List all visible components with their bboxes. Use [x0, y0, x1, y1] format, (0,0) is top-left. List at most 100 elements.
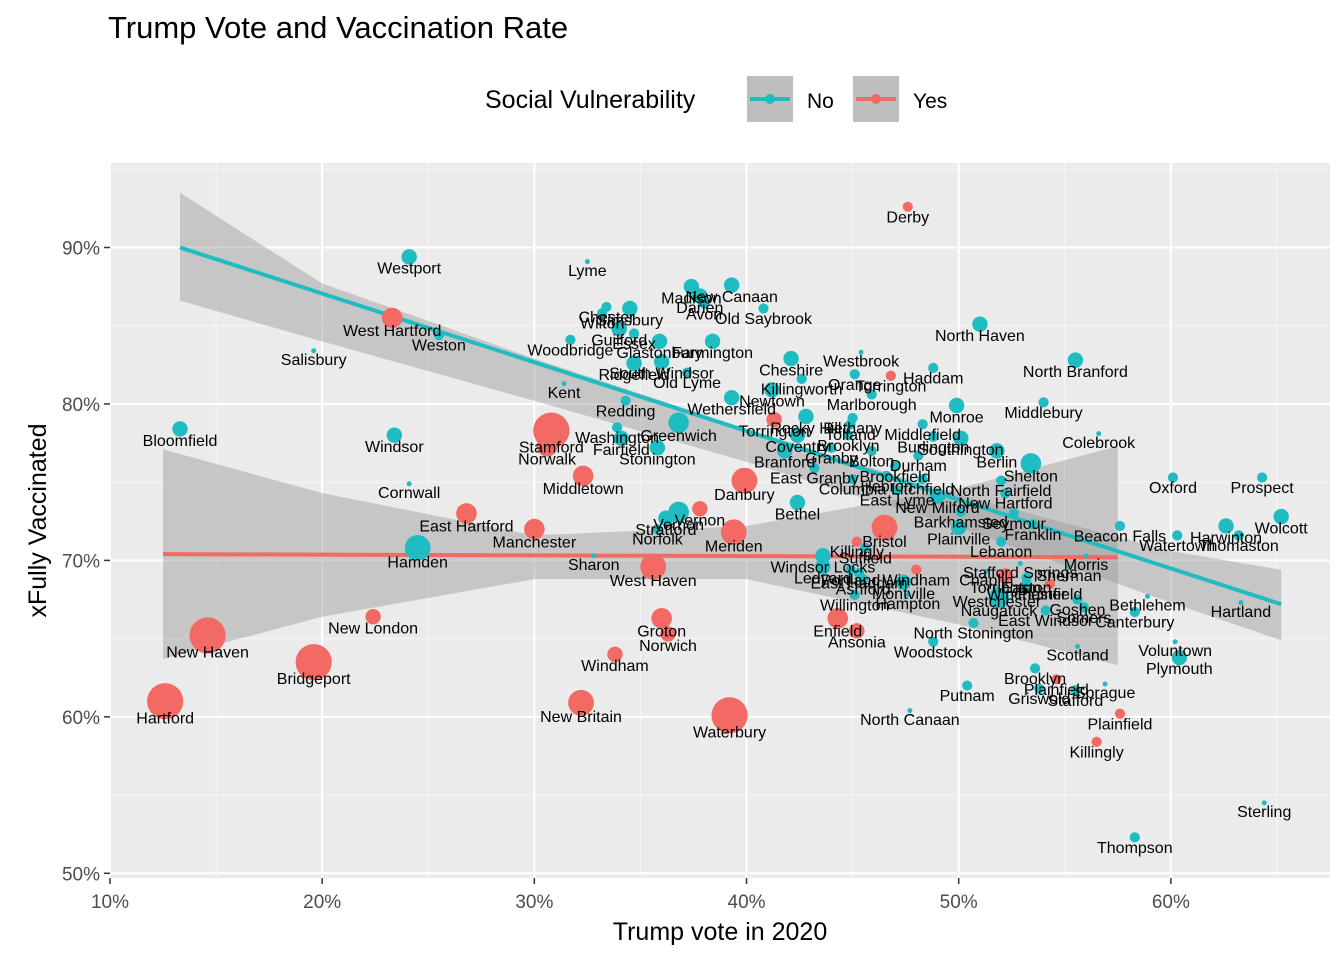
y-tick-label: 50%	[62, 864, 100, 885]
data-label: Bristol	[862, 534, 906, 551]
data-point	[147, 683, 184, 720]
data-label: Norwalk	[518, 451, 577, 468]
data-label: Bridgeport	[277, 671, 351, 688]
data-point	[626, 355, 642, 371]
data-point	[1261, 800, 1267, 806]
data-label: Windham	[581, 658, 649, 675]
data-label: Plainfield	[1017, 586, 1082, 603]
data-label: Avon	[686, 306, 722, 323]
data-label: Waterbury	[693, 724, 766, 741]
data-label: Plainfield	[1087, 716, 1152, 733]
data-point	[1129, 606, 1140, 618]
data-point	[905, 592, 911, 598]
data-label: Torrington	[970, 580, 1041, 597]
data-point	[565, 334, 576, 345]
data-label: Guilford	[591, 333, 647, 350]
panel-background	[110, 163, 1330, 878]
data-point	[860, 542, 871, 553]
data-point	[682, 367, 693, 378]
data-point	[622, 300, 638, 317]
data-point	[911, 564, 922, 575]
data-label: Cheshire	[759, 362, 823, 379]
data-label: West Hartford	[343, 323, 441, 340]
data-point	[668, 412, 689, 434]
data-point	[1070, 685, 1081, 696]
data-point	[953, 430, 969, 447]
data-point	[1218, 518, 1234, 534]
data-label: Plainfield	[1024, 682, 1089, 699]
data-label: East Haddam	[811, 575, 908, 592]
data-point	[892, 484, 903, 496]
data-label: Ledyard	[794, 571, 852, 588]
data-point	[611, 422, 623, 433]
data-point	[365, 609, 381, 625]
data-label: Brooklyn	[817, 438, 879, 455]
data-label: Tolland	[825, 427, 876, 444]
data-label: New Hartford	[958, 496, 1052, 513]
data-label: Meriden	[705, 539, 763, 556]
data-label: Darien	[676, 300, 723, 317]
data-label: Suffield	[839, 550, 892, 567]
data-point	[917, 473, 928, 485]
data-label: Wilton	[580, 316, 624, 333]
data-label: Monroe	[929, 409, 983, 426]
data-point	[524, 518, 545, 540]
data-point	[1078, 602, 1089, 613]
data-point	[826, 442, 837, 453]
x-tick-label: 30%	[515, 892, 553, 913]
data-point	[766, 411, 782, 428]
data-label: Enfield	[813, 623, 862, 640]
data-point	[815, 548, 831, 564]
x-tick-label: 20%	[303, 892, 341, 913]
data-point	[1051, 674, 1062, 685]
data-label: Plainville	[927, 531, 990, 548]
data-point	[1000, 488, 1011, 499]
legend-label-yes: Yes	[913, 90, 947, 113]
data-label: Coventry	[765, 439, 829, 456]
data-point	[1021, 572, 1032, 583]
data-label: Marlborough	[827, 397, 917, 414]
y-tick-label: 70%	[62, 551, 100, 572]
data-label: Washington	[575, 430, 659, 447]
data-label: West Haven	[610, 573, 697, 590]
data-label: Vernon	[674, 513, 725, 530]
data-point	[1083, 553, 1089, 559]
data-label: Torrington	[855, 378, 926, 395]
data-point	[929, 488, 946, 504]
data-label: Ashford	[836, 582, 891, 599]
data-label: Easton	[1002, 580, 1052, 597]
data-point	[404, 534, 431, 561]
data-point	[1273, 508, 1289, 525]
data-label: Middlebury	[1004, 405, 1082, 422]
data-label: North Stonington	[914, 626, 1034, 643]
data-point	[777, 443, 793, 459]
confidence-band-no	[180, 192, 1282, 641]
data-point	[658, 510, 674, 526]
legend-label-no: No	[807, 90, 834, 113]
data-point	[843, 430, 854, 441]
data-label: Glastonbury	[616, 345, 702, 362]
data-point	[858, 574, 869, 585]
data-label: Thomaston	[1199, 538, 1279, 555]
data-label: Sherman	[1037, 568, 1102, 585]
data-point	[692, 501, 708, 517]
legend: Social Vulnerability No Yes	[485, 76, 947, 122]
data-point	[568, 689, 594, 716]
data-label: Chester	[578, 309, 635, 326]
data-label: Litchfield	[891, 482, 954, 499]
data-label: New Milford	[895, 500, 979, 517]
data-label: North Canaan	[860, 712, 960, 729]
data-label: Watertown	[1139, 538, 1215, 555]
data-point	[1066, 564, 1072, 570]
data-label: Windham	[882, 572, 950, 589]
data-point	[866, 389, 877, 400]
data-point	[1172, 639, 1178, 645]
data-point	[381, 307, 403, 329]
data-point	[660, 626, 676, 642]
data-point	[1027, 519, 1039, 530]
data-point	[889, 461, 901, 472]
data-point	[997, 568, 1014, 584]
data-point	[866, 445, 877, 456]
data-point	[962, 680, 973, 691]
